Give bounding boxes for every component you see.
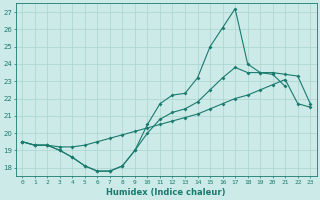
X-axis label: Humidex (Indice chaleur): Humidex (Indice chaleur) [107,188,226,197]
